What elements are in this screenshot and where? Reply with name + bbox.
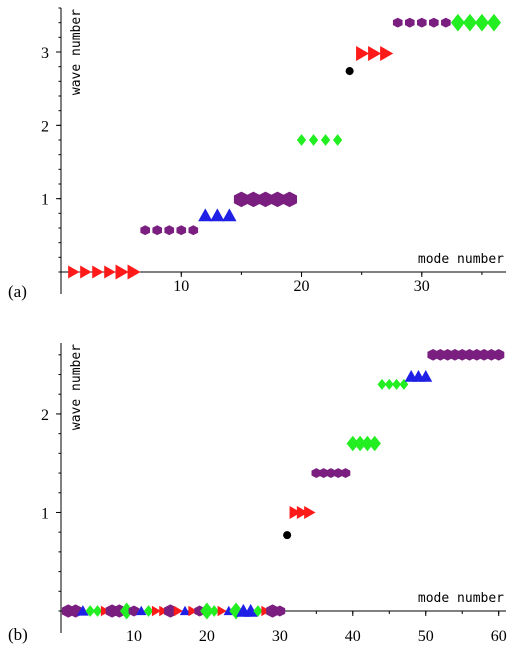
data-point-hexagon-purple [164, 225, 175, 236]
data-point-diamond-green [332, 134, 343, 146]
panel-label: (b) [8, 625, 28, 644]
data-point-diamond-green [474, 13, 489, 32]
data-point-hexagon-purple [233, 191, 249, 208]
data-point-triangle-up-blue [77, 605, 89, 616]
data-point-diamond-green [486, 13, 501, 32]
x-tick-label: 30 [414, 278, 430, 295]
data-point-diamond-green [346, 435, 360, 452]
data-point-hexagon-purple [282, 191, 297, 208]
data-point-diamond-green [143, 605, 154, 617]
data-point-diamond-green [253, 605, 263, 617]
y-tick-label: 2 [41, 407, 49, 424]
data-point-diamond-green [384, 378, 394, 390]
chart-panel-0: 10 20 30 1 2 3 mode number wave number (a) [8, 7, 506, 301]
data-point-diamond-green [119, 602, 134, 620]
data-point-triangle-right-red [92, 265, 104, 279]
data-point-hexagon-purple [326, 468, 336, 479]
data-point-triangle-right-red [151, 605, 162, 617]
data-point-hexagon-purple [417, 17, 427, 28]
data-point-triangle-right-red [217, 605, 227, 617]
data-point-triangle-right-red [173, 605, 183, 617]
data-point-diamond-green [320, 134, 331, 146]
data-point-circle-black [345, 67, 354, 76]
data-point-diamond-green [200, 602, 214, 620]
data-point-hexagon-purple [274, 605, 286, 617]
data-point-triangle-up-blue [243, 603, 258, 617]
x-tick-label: 50 [418, 628, 434, 645]
data-point-hexagon-purple [441, 17, 451, 28]
data-point-hexagon-purple [318, 468, 329, 479]
data-point-diamond-green [308, 134, 319, 146]
panel-label: (a) [8, 282, 27, 301]
data-point-hexagon-purple [340, 468, 351, 479]
x-tick-label: 10 [126, 628, 142, 645]
data-point-triangle-right-red [127, 264, 141, 280]
data-point-diamond-green [392, 378, 401, 390]
data-point-triangle-right-red [289, 505, 301, 519]
data-point-hexagon-purple [404, 17, 415, 28]
y-tick-label: 1 [41, 192, 49, 209]
data-point-hexagon-purple [311, 468, 322, 479]
y-tick-label: 1 [41, 505, 49, 522]
data-point-triangle-up-blue [179, 605, 191, 616]
data-point-diamond-green [368, 435, 381, 452]
data-point-triangle-right-red [261, 605, 271, 617]
data-point-triangle-right-red [356, 45, 370, 61]
data-point-triangle-up-blue [419, 370, 433, 382]
data-point-triangle-right-red [368, 45, 382, 61]
data-point-triangle-right-red [104, 265, 116, 279]
x-axis-title: mode number [418, 591, 504, 606]
data-point-hexagon-purple [140, 225, 150, 236]
x-tick-label: 10 [173, 278, 189, 295]
data-point-triangle-right-red [188, 605, 198, 617]
data-point-triangle-right-red [100, 605, 110, 617]
data-point-hexagon-purple [333, 468, 344, 479]
y-axis-title: wave number [69, 9, 84, 95]
data-point-diamond-green [353, 435, 367, 452]
data-point-hexagon-purple [245, 191, 261, 208]
data-point-hexagon-purple [152, 225, 163, 236]
x-axis-title: mode number [418, 252, 504, 267]
data-point-diamond-green [450, 13, 465, 32]
data-point-triangle-right-red [68, 265, 80, 279]
data-point-triangle-right-red [304, 505, 316, 519]
data-point-diamond-green [85, 605, 95, 617]
data-point-hexagon-purple [257, 191, 273, 208]
data-point-diamond-green [92, 605, 103, 617]
data-point-diamond-green [462, 13, 477, 32]
chart-panel-1: 10 20 30 40 50 60 1 2 mode number wave number (b) [8, 343, 507, 645]
data-point-hexagon-purple [392, 17, 403, 28]
y-axis-title: wave number [69, 344, 84, 430]
data-point-circle-black [283, 531, 292, 540]
data-point-triangle-right-red [159, 605, 169, 617]
x-tick-label: 60 [491, 628, 507, 645]
data-point-hexagon-purple [128, 605, 140, 617]
data-point-hexagon-purple [429, 17, 439, 28]
y-tick-label: 2 [41, 118, 49, 135]
data-point-diamond-green [377, 378, 387, 390]
data-point-hexagon-purple [270, 191, 285, 208]
data-point-hexagon-purple [493, 349, 505, 361]
data-point-diamond-green [296, 134, 307, 146]
data-point-triangle-up-blue [136, 605, 147, 616]
data-point-triangle-up-blue [198, 208, 213, 222]
data-point-diamond-green [361, 435, 374, 452]
data-point-triangle-right-red [380, 45, 394, 61]
data-point-hexagon-purple [164, 604, 177, 618]
x-tick-label: 20 [294, 278, 310, 295]
data-point-hexagon-purple [176, 225, 187, 236]
data-point-triangle-up-blue [222, 208, 237, 222]
data-point-triangle-up-blue [210, 208, 225, 222]
data-point-hexagon-purple [194, 605, 205, 617]
x-tick-label: 30 [272, 628, 288, 645]
data-point-triangle-right-red [80, 265, 92, 279]
y-tick-label: 3 [41, 45, 49, 62]
x-tick-label: 40 [345, 628, 361, 645]
data-point-hexagon-purple [188, 225, 199, 236]
data-point-triangle-right-red [115, 264, 129, 280]
data-point-diamond-green [209, 605, 219, 617]
x-tick-label: 20 [199, 628, 215, 645]
data-point-triangle-right-red [296, 505, 309, 519]
